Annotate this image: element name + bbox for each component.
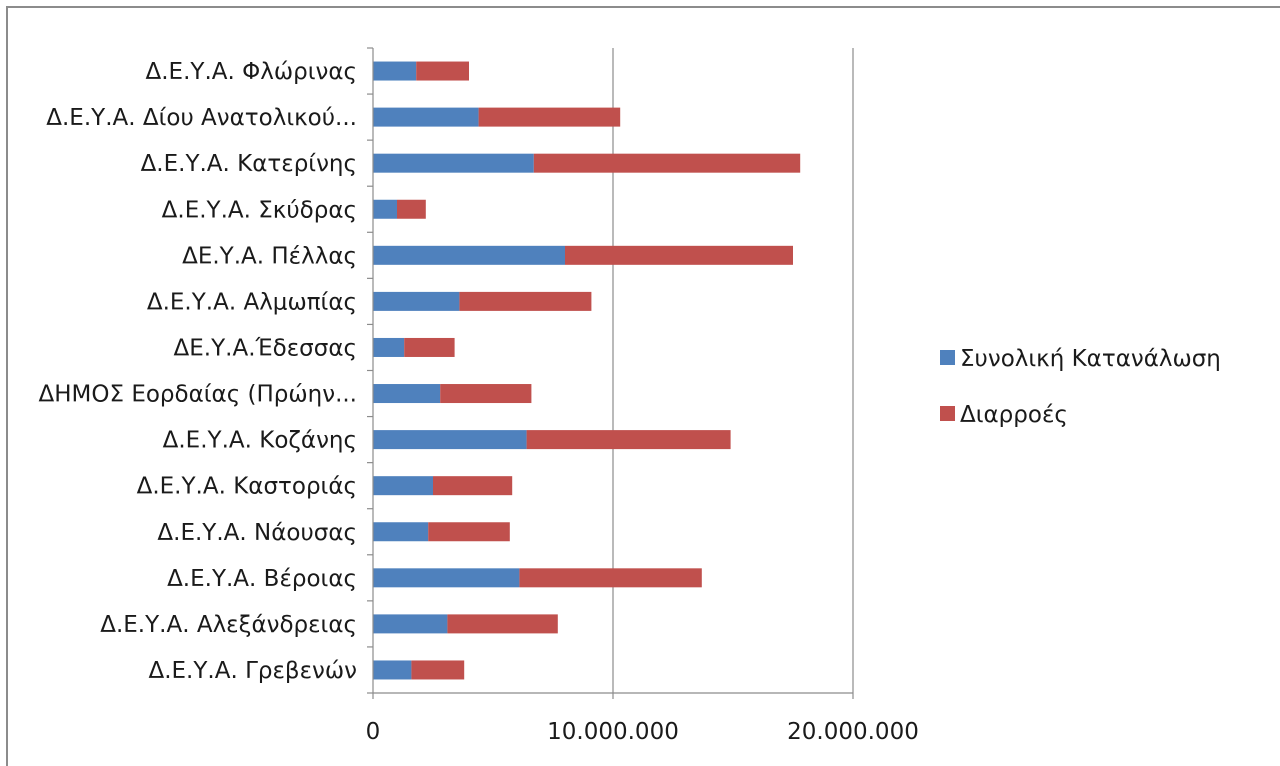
bar-consumption xyxy=(373,107,479,127)
bar-consumption xyxy=(373,199,397,219)
category-label: Δ.Ε.Υ.Α. Βέροιας xyxy=(167,566,357,592)
bar-consumption xyxy=(373,337,405,357)
bar-leakage xyxy=(478,107,621,127)
bar-leakage xyxy=(397,199,426,219)
legend-swatch xyxy=(940,406,955,421)
bar-consumption xyxy=(373,430,527,450)
bar-consumption xyxy=(373,384,441,404)
bar-leakage xyxy=(411,660,465,680)
category-label: Δ.Ε.Υ.Α. Γρεβενών xyxy=(148,658,357,684)
category-label: Δ.Ε.Υ.Α. Νάουσας xyxy=(157,520,357,546)
bar-leakage xyxy=(447,614,558,634)
stacked-bar-chart: Δ.Ε.Υ.Α. Φλώρινας Δ.Ε.Υ.Α. Δίου Ανατολικο… xyxy=(39,47,1221,745)
bar-consumption xyxy=(373,61,417,81)
bar-consumption xyxy=(373,568,520,588)
category-label: Δ.Ε.Υ.Α. Κοζάνης xyxy=(163,428,357,454)
category-label: Δ.Ε.Υ.Α. Φλώρινας xyxy=(146,59,357,85)
x-tick-label: 10.000.000 xyxy=(547,719,679,745)
bar-leakage xyxy=(404,337,455,357)
category-labels: Δ.Ε.Υ.Α. Φλώρινας Δ.Ε.Υ.Α. Δίου Ανατολικο… xyxy=(39,59,358,684)
legend-swatch xyxy=(940,350,955,365)
bar-leakage xyxy=(440,384,532,404)
bar-leakage xyxy=(533,153,801,173)
bar-consumption xyxy=(373,476,433,496)
bars xyxy=(373,61,801,680)
bar-leakage xyxy=(519,568,702,588)
category-label: Δ.Ε.Υ.Α. Κατερίνης xyxy=(141,151,357,177)
bar-leakage xyxy=(565,245,793,265)
category-label: Δ.Ε.Υ.Α. Αλμωπίας xyxy=(147,289,357,315)
bar-leakage xyxy=(428,522,510,542)
category-label: ΔΕ.Υ.Α.Έδεσσας xyxy=(174,335,357,361)
bar-leakage xyxy=(526,430,731,450)
bar-consumption xyxy=(373,522,429,542)
category-label: Δ.Ε.Υ.Α. Καστοριάς xyxy=(137,474,357,500)
category-label: Δ.Ε.Υ.Α. Σκύδρας xyxy=(162,197,357,223)
bar-leakage xyxy=(416,61,469,81)
bar-consumption xyxy=(373,153,534,173)
bar-consumption xyxy=(373,660,412,680)
legend-label: Διαρροές xyxy=(960,402,1068,428)
x-tick-label: 20.000.000 xyxy=(787,719,919,745)
chart-frame: Δ.Ε.Υ.Α. Φλώρινας Δ.Ε.Υ.Α. Δίου Ανατολικο… xyxy=(6,6,1280,766)
x-tick-label: 0 xyxy=(366,719,381,745)
bar-leakage xyxy=(459,291,592,311)
gridlines xyxy=(612,48,854,693)
legend: Συνολική Κατανάλωση Διαρροές xyxy=(940,346,1221,428)
bar-leakage xyxy=(433,476,513,496)
legend-label: Συνολική Κατανάλωση xyxy=(960,346,1221,372)
category-label: Δ.Ε.Υ.Α. Αλεξάνδρειας xyxy=(100,612,357,638)
category-label: Δ.Ε.Υ.Α. Δίου Ανατολικού... xyxy=(46,105,357,131)
category-label: ΔΗΜΟΣ Εορδαίας (Πρώην... xyxy=(39,382,358,408)
bar-consumption xyxy=(373,614,448,634)
bar-consumption xyxy=(373,291,460,311)
category-label: ΔΕ.Υ.Α. Πέλλας xyxy=(182,243,357,269)
x-tick-labels: 0 10.000.000 20.000.000 xyxy=(366,719,919,745)
bar-consumption xyxy=(373,245,565,265)
axes xyxy=(367,47,854,699)
